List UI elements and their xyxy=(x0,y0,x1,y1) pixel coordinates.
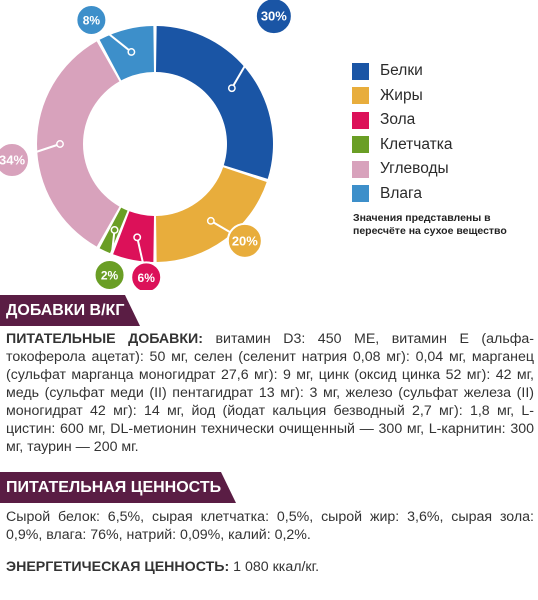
nutrition-header: ПИТАТЕЛЬНАЯ ЦЕННОСТЬ xyxy=(0,472,236,503)
data-label-влага: 8% xyxy=(83,13,101,27)
callout-bubble-жиры xyxy=(226,222,263,259)
callout-dot-зола xyxy=(133,233,142,242)
data-label-зола: 6% xyxy=(138,271,156,285)
nutrition-title: ПИТАТЕЛЬНАЯ ЦЕННОСТЬ xyxy=(6,479,222,496)
legend-item-углеводы: Углеводы xyxy=(352,157,452,182)
additives-paragraph: ПИТАТЕЛЬНЫЕ ДОБАВКИ: витамин D3: 450 МЕ,… xyxy=(6,330,534,456)
donut-slices xyxy=(36,26,273,262)
donut-chart: 30% 20% 6% 2% 34% 8% xyxy=(0,0,293,290)
legend-swatch xyxy=(352,111,369,129)
legend-label: Клетчатка xyxy=(380,135,453,153)
slice-белки xyxy=(156,26,273,179)
donut-callouts: 30% 20% 6% 2% 34% 8% xyxy=(0,0,293,290)
callout-bubble-зола xyxy=(130,261,163,290)
data-label-клетчатка: 2% xyxy=(101,268,119,282)
callout-bubble-влага xyxy=(75,3,108,36)
data-label-углеводы: 34% xyxy=(0,153,25,168)
callout-dot-клетчатка xyxy=(110,226,119,234)
legend-swatch xyxy=(352,160,369,178)
data-label-жиры: 20% xyxy=(232,233,258,248)
chart-legend: Белки Жиры Зола Клетчатка Углеводы Влага xyxy=(352,59,452,206)
data-label-белки: 30% xyxy=(261,9,287,24)
legend-note: Значения представлены в пересчёте на сух… xyxy=(353,212,507,237)
callout-bubble-клетчатка xyxy=(93,258,126,290)
legend-label: Белки xyxy=(380,62,423,80)
legend-item-влага: Влага xyxy=(352,182,452,207)
additives-title: ДОБАВКИ В/КГ xyxy=(6,302,125,319)
legend-swatch xyxy=(352,87,369,105)
legend-label: Влага xyxy=(380,184,422,202)
callout-dot-углеводы xyxy=(56,140,64,148)
callout-dot-влага xyxy=(127,48,136,56)
legend-item-клетчатка: Клетчатка xyxy=(352,133,452,158)
legend-item-белки: Белки xyxy=(352,59,452,84)
callout-dot-жиры xyxy=(206,216,215,225)
legend-swatch xyxy=(352,62,369,80)
legend-label: Углеводы xyxy=(380,160,449,178)
additives-header: ДОБАВКИ В/КГ xyxy=(0,295,140,326)
slice-углеводы xyxy=(36,41,120,247)
slice-жиры xyxy=(156,167,267,262)
energy-label: ЭНЕРГЕТИЧЕСКАЯ ЦЕННОСТЬ: xyxy=(6,559,230,575)
slice-влага xyxy=(99,26,154,81)
legend-item-зола: Зола xyxy=(352,108,452,133)
callout-dot-белки xyxy=(227,84,236,93)
energy-value: 1 080 ккал/кг. xyxy=(229,559,320,575)
legend-swatch xyxy=(352,185,369,203)
callout-bubble-белки xyxy=(254,0,293,36)
legend-item-жиры: Жиры xyxy=(352,84,452,109)
nutrition-paragraph: Сырой белок: 6,5%, сырая клетчатка: 0,5%… xyxy=(6,509,534,543)
energy-line: ЭНЕРГЕТИЧЕСКАЯ ЦЕННОСТЬ: 1 080 ккал/кг. xyxy=(6,558,534,576)
callout-bubble-углеводы xyxy=(0,142,30,178)
legend-label: Жиры xyxy=(380,86,423,104)
additives-text: витамин D3: 450 МЕ, витамин Е (альфа-ток… xyxy=(6,331,535,455)
legend-label: Зола xyxy=(380,111,416,129)
additives-lead: ПИТАТЕЛЬНЫЕ ДОБАВКИ: xyxy=(6,331,203,347)
legend-swatch xyxy=(352,136,369,154)
